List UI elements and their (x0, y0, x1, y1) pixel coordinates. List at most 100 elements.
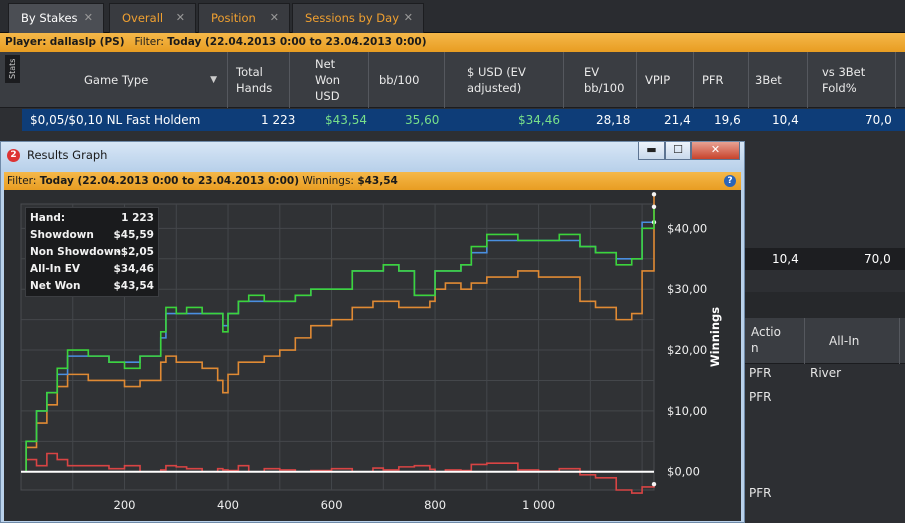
column-3bet[interactable]: 3Bet (749, 52, 808, 108)
cell-action: PFR (749, 366, 772, 380)
maximize-button[interactable]: ☐ (665, 142, 691, 160)
column-total-hands[interactable]: Total Hands (228, 52, 290, 108)
help-icon[interactable]: ? (724, 175, 736, 187)
cell-3bet: 10,4 (772, 113, 799, 127)
x-tick-label: 800 (424, 498, 446, 512)
column-label: Game Type (84, 73, 149, 87)
player-label: Player: (5, 36, 47, 48)
series-endpoint (651, 192, 657, 197)
filter-bar: Player: dallaslp (PS) Filter: Today (22.… (0, 33, 905, 52)
column-label: vs 3Bet Fold% (822, 65, 866, 95)
series-endpoint (651, 204, 657, 209)
info-label: Net Won (30, 280, 81, 292)
series-net-won (21, 206, 655, 473)
window-titlebar[interactable]: 2 Results Graph ▬ ☐ ✕ (1, 142, 744, 170)
filter-label: Filter: (134, 36, 164, 48)
summary-row (745, 248, 905, 270)
info-value: $43,54 (113, 280, 154, 292)
column-label: 3Bet (755, 73, 782, 87)
table-row[interactable] (22, 109, 905, 131)
column-label: PFR (702, 73, 724, 87)
minimize-button[interactable]: ▬ (638, 142, 665, 160)
column-action[interactable]: Action (745, 318, 805, 364)
tab-overall[interactable]: Overall ✕ (109, 3, 196, 33)
tab-label: By Stakes (21, 11, 78, 25)
x-tick-label: 1 000 (522, 498, 555, 512)
y-tick-label: $30,00 (667, 282, 707, 296)
x-tick-label: 200 (114, 498, 136, 512)
filter-value: Today (22.04.2013 0:00 to 23.04.2013 0:0… (39, 175, 299, 187)
column-vpip[interactable]: VPIP (637, 52, 694, 108)
x-tick-label: 600 (321, 498, 343, 512)
column-label: Net Won USD (315, 57, 341, 103)
x-tick-label: 400 (217, 498, 239, 512)
graph-filter-bar: Filter: Today (22.04.2013 0:00 to 23.04.… (4, 172, 741, 190)
close-icon[interactable]: ✕ (403, 11, 413, 24)
info-label: All-In EV (30, 263, 81, 275)
column-label: EV bb/100 (584, 65, 625, 95)
close-button[interactable]: ✕ (691, 142, 740, 160)
y-axis-label: Winnings (708, 307, 722, 367)
cell-fold: 70,0 (865, 113, 892, 127)
cell-net-won: $43,54 (325, 113, 367, 127)
results-graph-window[interactable]: 2 Results Graph ▬ ☐ ✕ Filter: Today (22.… (0, 141, 745, 523)
info-label: Non Showdown (30, 246, 121, 258)
tab-position[interactable]: Position ✕ (198, 3, 290, 33)
y-tick-label: $10,00 (667, 404, 707, 418)
info-value: 1 223 (121, 212, 154, 224)
tab-label: Position (211, 11, 256, 25)
y-tick-label: $20,00 (667, 343, 707, 357)
column-pfr[interactable]: PFR (694, 52, 749, 108)
column-ev-usd[interactable]: $ USD (EV adjusted) (445, 52, 564, 108)
window-title: Results Graph (27, 148, 108, 162)
column-vs3bet-fold[interactable]: vs 3Bet Fold% (808, 52, 896, 108)
series-endpoint (651, 482, 657, 487)
series-showdown (21, 194, 655, 473)
winnings-value: $43,54 (357, 175, 398, 187)
info-label: Hand: (30, 212, 66, 224)
column-all-in[interactable]: All-In (805, 318, 900, 364)
cell-action: PFR (749, 390, 772, 404)
summary-fold: 70,0 (864, 252, 891, 266)
tab-sessions-by-day[interactable]: Sessions by Day ✕ (292, 3, 424, 33)
chevron-down-icon[interactable]: ▼ (210, 75, 217, 85)
report-tabs: By Stakes ✕ Overall ✕ Position ✕ Sessions b… (0, 0, 905, 33)
cell-hands: 1 223 (261, 113, 296, 127)
column-bb100[interactable]: bb/100 (369, 52, 445, 108)
cell-action: PFR (749, 486, 772, 500)
app-icon: 2 (7, 149, 20, 162)
player-name: dallaslp (PS) (49, 36, 125, 48)
cell-all-in: River (810, 366, 842, 380)
tab-label: Overall (122, 11, 164, 25)
close-icon[interactable]: ✕ (83, 11, 93, 24)
column-ev-bb100[interactable]: EV bb/100 (564, 52, 637, 108)
column-label: bb/100 (379, 73, 420, 87)
filter-value: Today (22.04.2013 0:00 to 23.04.2013 0:0… (167, 36, 427, 48)
info-value: $34,46 (113, 263, 154, 275)
cell-vpip: 21,4 (664, 113, 691, 127)
cell-pfr: 19,6 (714, 113, 741, 127)
column-game-type[interactable]: Game Type ▼ (22, 52, 228, 108)
tab-label: Sessions by Day (305, 11, 399, 25)
column-label: $ USD (EV adjusted) (467, 65, 526, 95)
cell-ev-bb: 28,18 (596, 113, 631, 127)
hands-table-header: Action All-In (745, 318, 905, 364)
y-tick-label: $0,00 (667, 465, 700, 479)
close-icon[interactable]: ✕ (269, 11, 279, 24)
cell-game-type: $0,05/$0,10 NL Fast Holdem (30, 113, 201, 127)
summary-3bet: 10,4 (772, 252, 799, 266)
column-net-won[interactable]: Net Won USD (290, 52, 369, 108)
cell-ev-usd: $34,46 (518, 113, 560, 127)
cell-bb100: 35,60 (405, 113, 440, 127)
info-value: $45,59 (113, 229, 154, 241)
column-label: VPIP (645, 73, 671, 87)
filter-label: Filter: (7, 175, 37, 187)
info-label: Showdown (30, 229, 94, 241)
table-header (0, 52, 905, 108)
column-label: All-In (829, 334, 860, 348)
info-value: -$2,05 (116, 246, 154, 258)
tab-by-stakes[interactable]: By Stakes ✕ (8, 3, 104, 33)
stats-side-tab[interactable]: Stats (5, 55, 20, 83)
close-icon[interactable]: ✕ (175, 11, 185, 24)
winnings-label: Winnings: (302, 175, 354, 187)
